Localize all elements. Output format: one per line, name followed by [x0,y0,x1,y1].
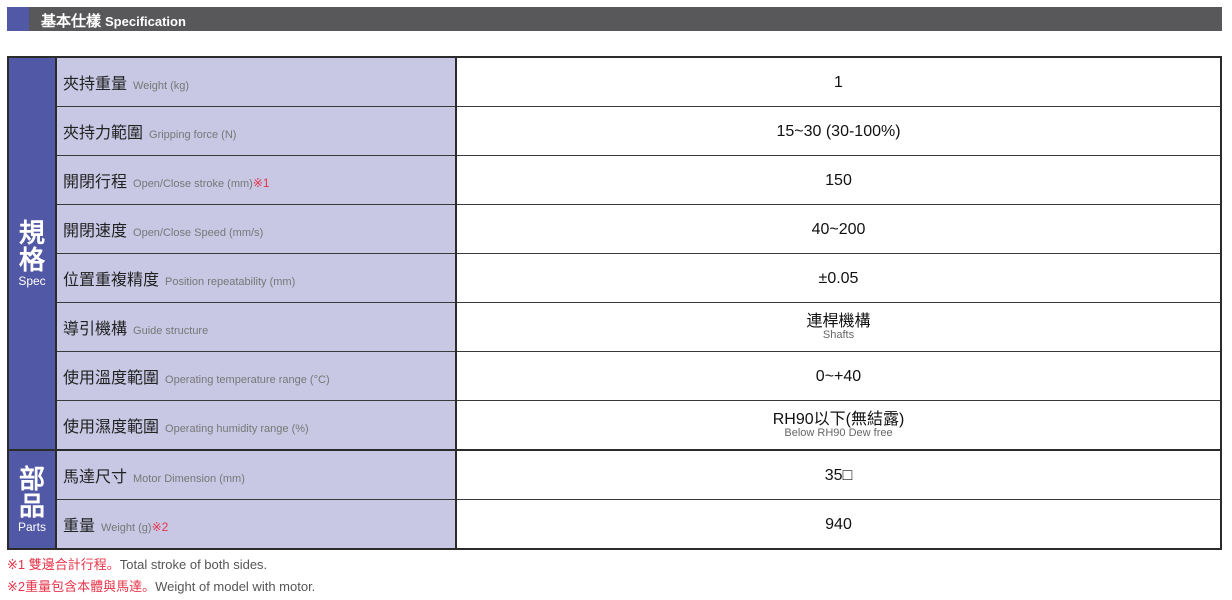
footnote-1: ※1 雙邊合計行程。Total stroke of both sides. [7,557,268,572]
table-row: 使用濕度範圍 Operating humidity range (%) RH90以… [8,400,1222,451]
row-value: 150 [455,155,1222,205]
section-header: 基本仕樣 Specification [7,7,1222,31]
table-row: 重量 Weight (g)※2 940 [8,499,1222,550]
row-label: 重量 Weight (g)※2 [55,499,457,550]
row-value: 連桿機構 Shafts [455,302,1222,352]
row-label: 開閉行程 Open/Close stroke (mm)※1 [55,155,457,205]
header-accent [7,7,29,31]
row-value: 0~+40 [455,351,1222,401]
row-label: 夾持力範圍 Gripping force (N) [55,106,457,156]
section-title: 基本仕樣 Specification [41,13,186,30]
table-row: 開閉行程 Open/Close stroke (mm)※1 150 [8,155,1222,205]
row-label: 開閉速度 Open/Close Speed (mm/s) [55,204,457,254]
table-row: 規格 Spec 夾持重量 Weight (kg) 1 [7,56,1222,451]
row-label: 位置重複精度 Position repeatability (mm) [55,253,457,303]
row-label: 使用溫度範圍 Operating temperature range (°C) [55,351,457,401]
row-value: 40~200 [455,204,1222,254]
row-value: 1 [455,56,1222,107]
row-label: 馬達尺寸 Motor Dimension (mm) [55,449,457,500]
row-label: 使用濕度範圍 Operating humidity range (%) [55,400,457,451]
row-label: 導引機構 Guide structure [55,302,457,352]
footnote-2: ※2重量包含本體與馬達。Weight of model with motor. [7,579,316,594]
spec-table: 規格 Spec 夾持重量 Weight (kg) 1 夾持力範圍 Gripping for… [7,56,1222,550]
row-label: 夾持重量 Weight (kg) [55,56,457,107]
group-parts: 部品 Parts [7,449,57,550]
row-value: RH90以下(無結露) Below RH90 Dew free [455,400,1222,451]
row-value: ±0.05 [455,253,1222,303]
row-value: 15~30 (30-100%) [455,106,1222,156]
table-row: 開閉速度 Open/Close Speed (mm/s) 40~200 [8,204,1222,254]
table-row: 位置重複精度 Position repeatability (mm) ±0.05 [8,253,1222,303]
table-row: 部品 Parts 馬達尺寸 Motor Dimension (mm) 35□ [7,449,1222,550]
table-row: 夾持力範圍 Gripping force (N) 15~30 (30-100%) [8,106,1222,156]
table-row: 使用溫度範圍 Operating temperature range (°C) 0… [8,351,1222,401]
group-spec: 規格 Spec [7,56,57,451]
row-value: 35□ [455,449,1222,500]
table-row: 導引機構 Guide structure 連桿機構 Shafts [8,302,1222,352]
row-value: 940 [455,499,1222,550]
